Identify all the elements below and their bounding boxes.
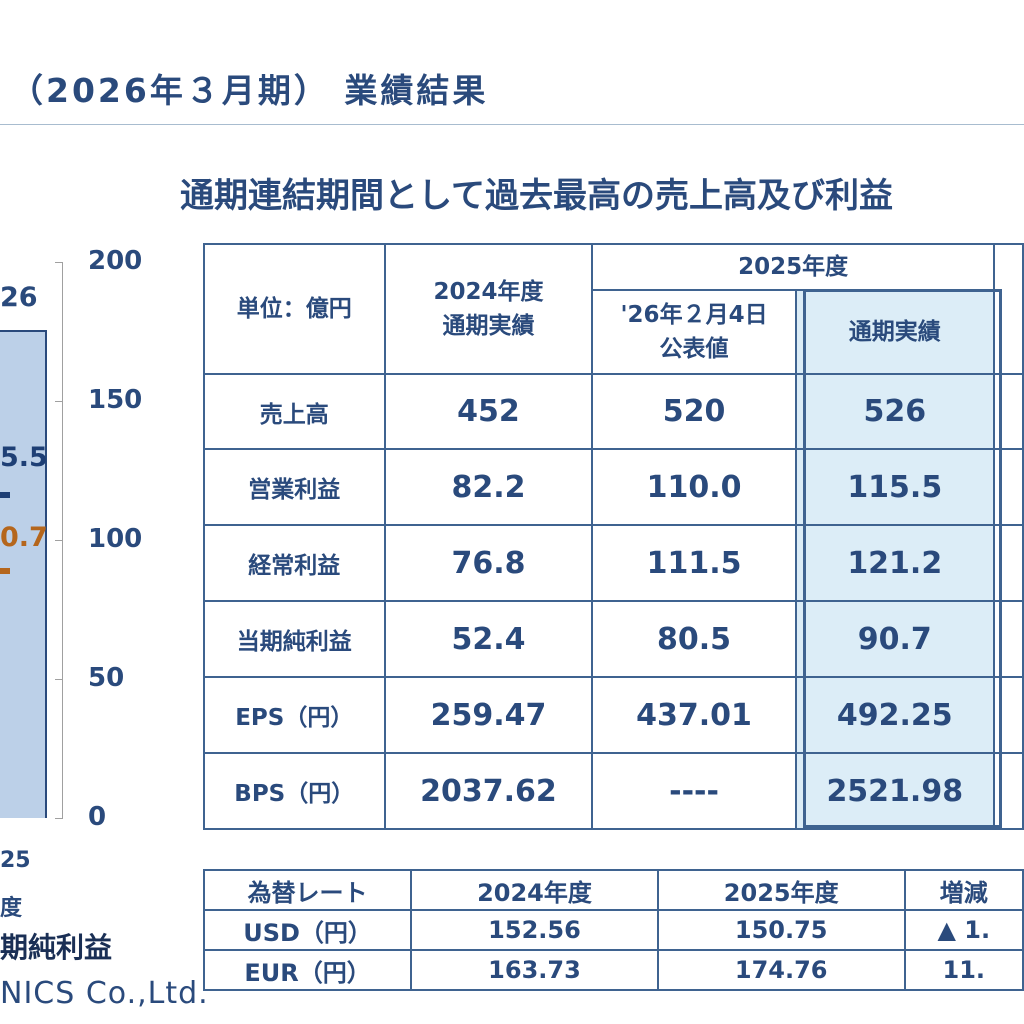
y-tick bbox=[55, 262, 63, 263]
col-header-forecast-type: 公表値 bbox=[659, 336, 729, 362]
fx-cell-2025: 150.75 bbox=[656, 909, 906, 951]
cut-off-cell bbox=[992, 524, 1024, 602]
chart-bar bbox=[0, 330, 47, 818]
y-tick-label: 50 bbox=[88, 663, 125, 693]
fx-header: 増減 bbox=[903, 869, 1024, 911]
fx-cell-2024: 152.56 bbox=[410, 909, 659, 951]
company-name: NICS Co.,Ltd. bbox=[0, 976, 209, 1011]
cell-2024: 452 bbox=[383, 373, 594, 450]
col-header-2024: 2024年度 通期実績 bbox=[383, 243, 594, 375]
cut-off-column bbox=[992, 243, 1024, 375]
y-tick bbox=[55, 401, 63, 402]
x-axis-label: 25 bbox=[0, 848, 31, 873]
fx-header: 為替レート bbox=[202, 869, 413, 911]
cut-off-cell bbox=[992, 676, 1024, 754]
cut-off-cell bbox=[992, 448, 1024, 526]
x-axis-label-suffix: 度 bbox=[0, 896, 23, 921]
fx-header: 2025年度 bbox=[656, 869, 906, 911]
group-header-2025: 2025年度 bbox=[591, 243, 995, 291]
col-header-2024-type: 通期実績 bbox=[442, 313, 535, 339]
operating-profit-marker bbox=[0, 492, 10, 498]
col-header-2024-year: 2024年度 bbox=[433, 278, 544, 305]
cell-forecast: 110.0 bbox=[591, 448, 797, 526]
fx-row-label: USD（円） bbox=[202, 909, 413, 951]
y-tick bbox=[55, 540, 63, 541]
cut-off-cell bbox=[992, 600, 1024, 678]
cell-actual: 2521.98 bbox=[794, 752, 995, 830]
fx-row-label: EUR（円） bbox=[202, 949, 413, 991]
y-tick bbox=[55, 818, 63, 819]
fx-cell-2025: 174.76 bbox=[656, 949, 906, 991]
y-tick-label: 200 bbox=[88, 246, 143, 276]
row-label: 当期純利益 bbox=[203, 600, 386, 678]
y-tick-label: 0 bbox=[88, 802, 107, 832]
row-label: BPS（円） bbox=[203, 752, 386, 830]
row-label: EPS（円） bbox=[203, 676, 386, 754]
cell-forecast: 80.5 bbox=[591, 600, 797, 678]
cell-actual: 121.2 bbox=[794, 524, 995, 602]
col-header-forecast-date: '26年２月4日 bbox=[620, 301, 768, 328]
fx-table: 為替レート 2024年度 2025年度 増減 USD（円） 152.56 150… bbox=[202, 869, 1024, 991]
net-income-value-label: 0.7 bbox=[0, 522, 48, 553]
cell-2024: 76.8 bbox=[383, 524, 594, 602]
legend-label: 期純利益 bbox=[0, 931, 113, 964]
cell-2024: 259.47 bbox=[383, 676, 594, 754]
col-header-forecast: '26年２月4日 公表値 bbox=[591, 289, 797, 375]
row-label: 営業利益 bbox=[203, 448, 386, 526]
results-table: 単位：億円 2024年度 通期実績 2025年度 '26年２月4日 公表値 通期… bbox=[203, 243, 1024, 830]
cell-2024: 2037.62 bbox=[383, 752, 594, 830]
cell-actual: 492.25 bbox=[794, 676, 995, 754]
cell-2024: 52.4 bbox=[383, 600, 594, 678]
net-income-marker bbox=[0, 568, 10, 574]
cell-actual: 90.7 bbox=[794, 600, 995, 678]
col-header-actual: 通期実績 bbox=[794, 289, 995, 375]
cut-off-cell bbox=[992, 373, 1024, 450]
cell-2024: 82.2 bbox=[383, 448, 594, 526]
cell-actual: 115.5 bbox=[794, 448, 995, 526]
cell-forecast: 520 bbox=[591, 373, 797, 450]
fx-cell-change: 11. bbox=[903, 949, 1024, 991]
row-label: 売上高 bbox=[203, 373, 386, 450]
y-tick bbox=[55, 679, 63, 680]
fx-header: 2024年度 bbox=[410, 869, 659, 911]
cell-forecast: ---- bbox=[591, 752, 797, 830]
cut-off-cell bbox=[992, 752, 1024, 830]
cell-forecast: 437.01 bbox=[591, 676, 797, 754]
title-divider bbox=[0, 124, 1024, 125]
cell-forecast: 111.5 bbox=[591, 524, 797, 602]
cell-actual: 526 bbox=[794, 373, 995, 450]
operating-profit-value-label: 5.5 bbox=[0, 442, 48, 473]
row-label: 経常利益 bbox=[203, 524, 386, 602]
y-tick-label: 150 bbox=[88, 385, 143, 415]
fx-cell-change: ▲ 1. bbox=[903, 909, 1024, 951]
unit-label: 単位：億円 bbox=[203, 243, 386, 375]
headline: 通期連結期間として過去最高の売上高及び利益 bbox=[180, 176, 893, 216]
y-tick-label: 100 bbox=[88, 524, 143, 554]
bar-top-label: 26 bbox=[0, 282, 38, 313]
fx-cell-2024: 163.73 bbox=[410, 949, 659, 991]
page-title: （2026年３月期） 業績結果 bbox=[10, 71, 489, 110]
